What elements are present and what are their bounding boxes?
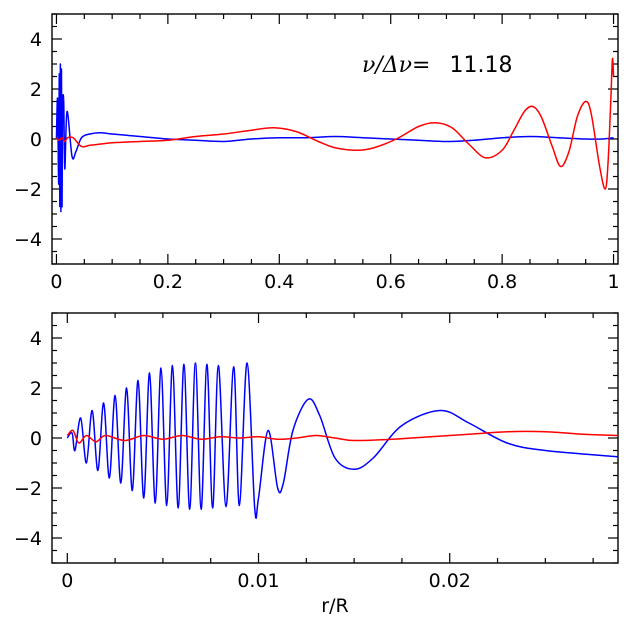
bottom-y-tick-label: 4 <box>30 328 42 350</box>
top-series-red-line <box>55 57 615 190</box>
annotation-symbol: ν/Δν= <box>362 53 430 78</box>
bottom-y-tick-label: 0 <box>30 428 42 450</box>
top-x-tick-label: 0.8 <box>487 271 517 293</box>
top-panel: 0 0.2 0.4 0.6 0.8 1 −4 −2 0 2 4 ν/Δν= 11.18 <box>14 13 620 293</box>
bottom-y-tick-label: −2 <box>14 478 42 500</box>
top-x-tick-label: 1 <box>607 271 619 293</box>
bottom-series-red-line <box>66 429 619 444</box>
bottom-x-tick-label: 0.02 <box>429 570 471 592</box>
bottom-y-tick-label: −4 <box>14 528 42 550</box>
bottom-series-lines <box>66 362 619 519</box>
top-y-tick-label: 4 <box>30 29 42 51</box>
top-y-tick-label: 0 <box>30 129 42 151</box>
bottom-x-axis-title: r/R <box>321 595 348 617</box>
bottom-series-blue-line <box>66 362 619 519</box>
annotation-value: 11.18 <box>449 53 512 78</box>
top-y-tick-label: −4 <box>14 229 42 251</box>
top-series-blue-line <box>55 63 614 213</box>
top-plot-frame <box>51 13 619 265</box>
bottom-y-tick-label: 2 <box>30 378 42 400</box>
bottom-ticks <box>52 312 618 564</box>
top-y-tick-label: −2 <box>14 179 42 201</box>
top-x-tick-label: 0.6 <box>376 271 406 293</box>
top-ticks <box>52 13 618 265</box>
bottom-x-tick-label: 0 <box>61 570 73 592</box>
top-x-tick-label: 0.2 <box>153 271 183 293</box>
top-annotation: ν/Δν= 11.18 <box>362 53 512 78</box>
top-x-tick-label: 0 <box>50 271 62 293</box>
bottom-panel: 0 0.01 0.02 −4 −2 0 2 4 r/R <box>14 312 619 617</box>
top-y-tick-label: 2 <box>30 79 42 101</box>
bottom-x-tick-label: 0.01 <box>237 570 279 592</box>
top-tick-labels: 0 0.2 0.4 0.6 0.8 1 −4 −2 0 2 4 <box>14 29 620 293</box>
top-x-tick-label: 0.4 <box>264 271 294 293</box>
bottom-tick-labels: 0 0.01 0.02 −4 −2 0 2 4 <box>14 328 471 592</box>
top-series-lines <box>55 57 615 213</box>
